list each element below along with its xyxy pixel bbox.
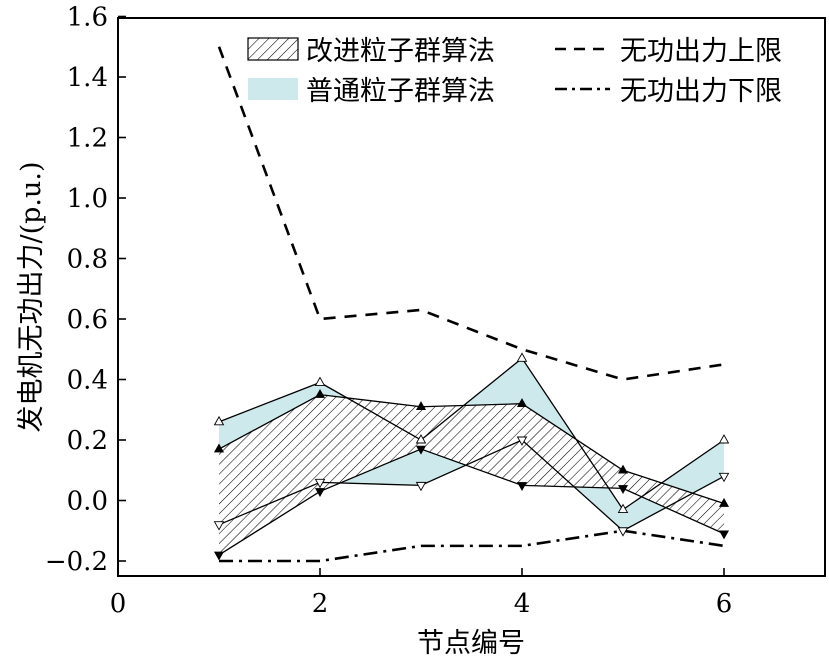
legend-label-standard-pso: 普通粒子群算法 <box>306 76 495 107</box>
standard-pso-lower-point <box>516 436 528 446</box>
improved-pso-lower-point <box>314 488 326 498</box>
standard-pso-upper-point <box>415 434 427 444</box>
y-axis-title: 发电机无功出力/(p.u.) <box>16 161 47 432</box>
y-tick-label: −0.2 <box>45 547 108 577</box>
y-tick-label: 1.0 <box>67 184 108 214</box>
improved-pso-lower-line <box>218 448 725 556</box>
y-axis: −0.2 0.0 0.2 0.4 0.6 0.8 1.0 1.2 1.4 1.6 <box>45 3 126 577</box>
improved-pso-lower-point <box>213 551 225 561</box>
standard-pso-lower-point <box>718 472 730 483</box>
x-tick-label: 4 <box>514 589 531 619</box>
x-axis: 0 2 4 6 <box>110 568 733 619</box>
improved-pso-upper-line <box>218 393 725 505</box>
x-tick-label: 6 <box>716 589 733 619</box>
y-tick-label: 0.2 <box>67 426 108 456</box>
improved-pso-upper-point <box>314 389 326 398</box>
y-tick-label: 0.4 <box>67 366 108 396</box>
improved-pso-upper-point <box>213 443 225 453</box>
y-tick-label: 0.6 <box>67 305 108 335</box>
standard-pso-upper-point <box>617 503 629 514</box>
improved-pso-upper-point <box>617 464 629 474</box>
standard-pso-lower-point <box>415 481 427 492</box>
x-tick-label: 0 <box>110 589 127 619</box>
improved-pso-lower-point <box>718 530 730 540</box>
limit-lines-layer <box>217 46 725 563</box>
y-tick-label: 1.4 <box>67 63 108 93</box>
improved-pso-upper-point <box>516 398 528 408</box>
y-tick-label: 0.8 <box>67 245 108 275</box>
standard-pso-upper-point <box>213 415 225 426</box>
band-improved-pso <box>219 394 724 555</box>
standard-pso-upper-point <box>314 376 326 386</box>
standard-pso-lower-line <box>218 439 725 532</box>
y-tick-label: 0.0 <box>67 487 108 517</box>
improved-pso-lower-point <box>516 482 528 491</box>
y-tick-label: 1.6 <box>67 3 108 33</box>
bands-layer <box>219 358 724 555</box>
markers-layer <box>213 352 730 561</box>
x-tick-label: 2 <box>312 589 329 619</box>
legend-swatch-improved-pso <box>247 37 299 61</box>
improved-pso-lower-point <box>617 485 629 495</box>
lower-limit-line <box>219 529 725 563</box>
improved-pso-upper-point <box>718 497 730 507</box>
standard-pso-lower-point <box>314 478 326 489</box>
standard-pso-upper-line <box>218 357 725 511</box>
standard-pso-upper-point <box>718 434 730 444</box>
upper-limit-line <box>217 46 725 381</box>
improved-pso-lower-point <box>415 445 427 455</box>
y-tick-label: 1.2 <box>67 124 108 154</box>
x-axis-title: 节点编号 <box>417 628 525 659</box>
legend-label-lower-limit: 无功出力下限 <box>620 76 782 107</box>
standard-pso-lower-point <box>213 521 225 531</box>
legend: 改进粒子群算法 普通粒子群算法 无功出力上限 无功出力下限 <box>247 36 782 107</box>
legend-label-improved-pso: 改进粒子群算法 <box>306 36 495 67</box>
plot-frame <box>117 17 826 577</box>
standard-pso-lower-point <box>617 527 629 537</box>
legend-swatch-standard-pso <box>248 78 298 100</box>
legend-label-upper-limit: 无功出力上限 <box>620 36 782 67</box>
standard-pso-upper-point <box>516 352 528 362</box>
improved-pso-upper-point <box>415 401 427 411</box>
